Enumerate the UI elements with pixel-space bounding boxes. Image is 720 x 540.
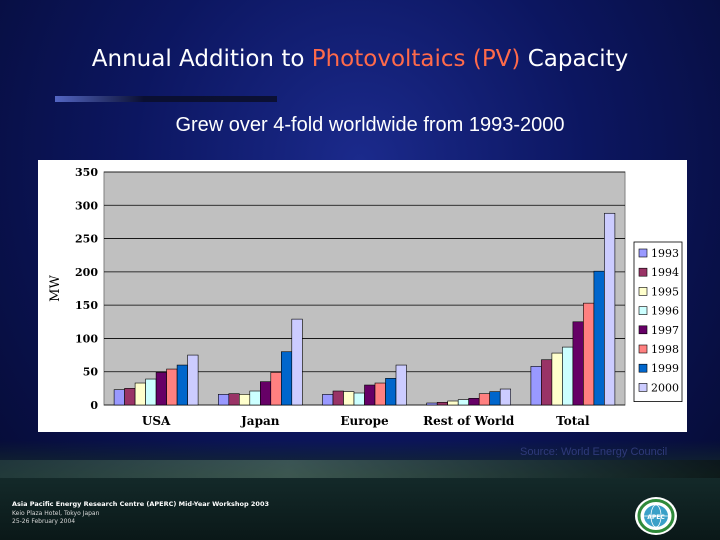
legend-label-1993: 1993 <box>651 247 679 260</box>
bar-rest-of-world-1994 <box>436 402 449 406</box>
footer-streak <box>0 460 720 478</box>
bar-total-1999 <box>593 270 605 406</box>
bar-rest-of-world-2000 <box>499 388 512 406</box>
legend-swatch-1993 <box>638 248 648 258</box>
footer-text: Asia Pacific Energy Research Centre (APE… <box>12 500 269 525</box>
bar-europe-1998 <box>374 382 386 406</box>
footer-line-1: Asia Pacific Energy Research Centre (APE… <box>12 500 269 508</box>
legend-label-2000: 2000 <box>651 381 679 394</box>
legend-swatch-1994 <box>638 267 648 277</box>
y-tick-label: 300 <box>75 199 98 212</box>
title-part-1: Annual Addition to <box>91 46 312 72</box>
legend-label-1997: 1997 <box>651 324 679 337</box>
x-tick-label: Total <box>556 414 590 428</box>
chart-container: 0 50 100 150 200 250 300 350 MW USA Japan Europe Res… <box>38 160 687 432</box>
bar-japan-1999 <box>281 351 293 406</box>
legend-swatch-1997 <box>638 325 648 335</box>
legend-label-1999: 1999 <box>651 362 679 375</box>
legend-swatch-1995 <box>638 287 648 296</box>
source-note: Source: World Energy Council <box>520 446 668 458</box>
bar-total-1996 <box>562 346 574 406</box>
bar-rest-of-world-1995 <box>447 400 459 406</box>
bar-rest-of-world-1997 <box>468 398 480 406</box>
y-tick-label: 350 <box>75 166 98 179</box>
footer-band <box>0 440 720 540</box>
bar-europe-1993 <box>322 394 334 406</box>
bar-total-1993 <box>530 366 542 406</box>
bar-total-2000 <box>604 212 616 406</box>
x-tick-label: USA <box>142 414 171 428</box>
bar-chart: 0 50 100 150 200 250 300 350 MW USA Japan Europe Res… <box>48 166 683 428</box>
legend-swatch-1999 <box>638 363 648 373</box>
bar-europe-1994 <box>332 390 344 406</box>
y-tick-label: 250 <box>75 233 98 246</box>
legend-label-1998: 1998 <box>651 343 679 356</box>
title-underline <box>55 96 277 102</box>
legend-swatch-1998 <box>638 344 648 354</box>
bar-europe-1999 <box>385 378 397 406</box>
x-tick-label: Rest of World <box>423 414 515 428</box>
bar-total-1997 <box>572 321 584 406</box>
slide-subtitle: Grew over 4-fold worldwide from 1993-200… <box>175 114 565 136</box>
bar-japan-1996 <box>249 390 261 406</box>
y-tick-label: 200 <box>75 266 98 279</box>
bar-usa-1997 <box>155 372 167 406</box>
bar-europe-1995 <box>343 391 355 406</box>
y-tick-label: 100 <box>75 332 98 345</box>
bar-rest-of-world-1996 <box>457 399 470 406</box>
bar-japan-2000 <box>291 318 303 406</box>
x-tick-label: Europe <box>340 414 389 428</box>
legend-swatch-2000 <box>638 383 648 392</box>
bar-usa-1995 <box>134 382 146 406</box>
y-axis-label: MW <box>48 275 63 302</box>
bar-rest-of-world-1999 <box>489 391 501 406</box>
title-part-2: Capacity <box>520 46 629 72</box>
bar-usa-1999 <box>176 364 188 406</box>
title-highlight: Photovoltaics (PV) <box>311 46 521 72</box>
slide-title: Annual Addition to Photovoltaics (PV) Ca… <box>0 46 720 72</box>
bar-usa-2000 <box>187 354 199 406</box>
bar-europe-1997 <box>364 384 376 406</box>
legend-label-1994: 1994 <box>651 266 679 279</box>
bar-usa-1994 <box>124 388 136 406</box>
legend-swatch-1996 <box>638 306 648 315</box>
bar-total-1998 <box>583 302 595 406</box>
y-tick-label: 0 <box>90 399 98 412</box>
bar-rest-of-world-1993 <box>426 402 438 406</box>
bar-usa-1993 <box>113 389 125 406</box>
bar-japan-1993 <box>218 394 230 406</box>
bar-japan-1994 <box>228 393 240 406</box>
legend-label-1996: 1996 <box>651 305 679 318</box>
logo-text: APEC <box>647 514 665 521</box>
bar-japan-1995 <box>239 394 251 406</box>
legend-label-1995: 1995 <box>651 285 679 298</box>
bar-europe-1996 <box>353 392 365 406</box>
footer-line-3: 25-26 February 2004 <box>12 518 76 525</box>
y-tick-label: 150 <box>75 299 98 312</box>
footer-line-2: Keio Plaza Hotel, Tokyo Japan <box>12 510 100 517</box>
bar-total-1994 <box>541 359 553 406</box>
apec-globe-logo-icon: APEC <box>635 497 677 535</box>
x-tick-label: Japan <box>240 414 280 428</box>
bar-usa-1996 <box>145 378 157 406</box>
y-tick-label: 50 <box>83 366 99 379</box>
bar-japan-1997 <box>260 381 272 406</box>
bar-europe-2000 <box>395 364 407 406</box>
bar-rest-of-world-1998 <box>478 393 491 406</box>
bar-usa-1998 <box>166 368 178 406</box>
bar-total-1995 <box>551 352 563 406</box>
bar-japan-1998 <box>270 372 282 406</box>
